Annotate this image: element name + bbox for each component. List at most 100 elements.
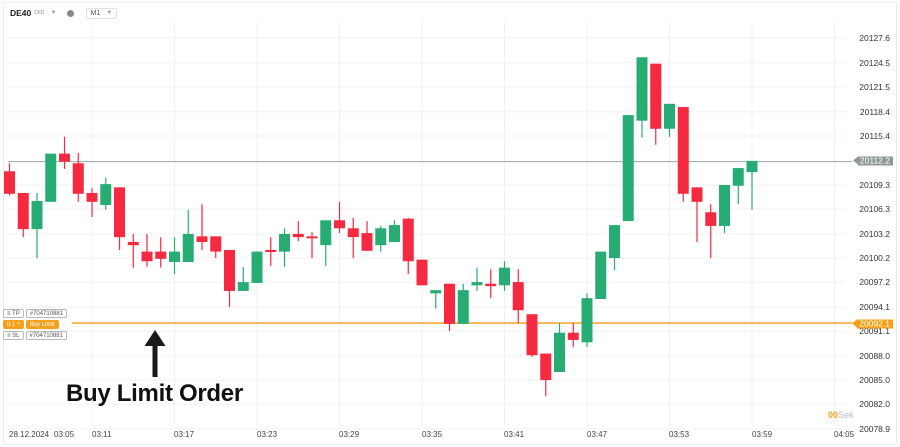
symbol-label[interactable]: DE40 [10,8,32,18]
bearish-candle [210,236,222,252]
price-axis-label: 20115.4 [859,130,890,141]
time-axis-label: 03:29 [339,430,360,439]
bearish-candle [361,233,373,251]
bearish-candle [196,236,208,242]
bullish-candle [499,267,510,286]
bearish-candle [567,332,579,340]
bullish-candle [581,298,593,343]
bullish-candle [169,251,180,263]
bearish-candle [141,251,153,262]
bearish-candle [306,236,318,239]
bearish-candle [127,241,139,246]
time-axis-label: 03:17 [174,430,195,439]
timeframe-select[interactable]: M1 ▼ [85,7,118,19]
bearish-candle [512,282,524,311]
bearish-candle [347,228,359,238]
order-type-label[interactable]: Buy Limit [25,320,59,329]
bullish-candle [746,160,758,173]
price-axis-label: 20088.0 [859,350,890,361]
bearish-candle [334,220,345,229]
time-axis-label: 03:53 [669,430,690,439]
bearish-candle [114,187,125,238]
buy-limit-order-tag[interactable]: 0.1 ^ Buy Limit [3,320,59,329]
bullish-candle [375,228,387,246]
bearish-candle [416,259,428,286]
bullish-candle [430,290,442,294]
chart-header: DE40 CFD ▼ M1 ▼ [10,6,118,20]
take-profit-tag[interactable]: ≡ TP #704710881 [3,309,68,318]
bullish-candle [389,225,400,242]
bearish-candle [155,251,167,259]
order-volume[interactable]: 0.1 ^ [3,320,24,329]
price-axis-label: 20100.2 [859,253,890,264]
bearish-candle [540,353,552,381]
bullish-candle [664,103,675,129]
price-axis-label: 20106.3 [859,204,890,215]
bearish-candle [526,314,538,356]
bearish-candle [485,283,497,287]
bearish-candle [677,107,689,194]
bullish-candle [279,233,290,252]
time-axis-label: 03:47 [587,430,608,439]
countdown-unit: Sek [838,410,854,420]
current-price-badge: 20112.2 [852,156,893,166]
bullish-candle [471,282,483,286]
tp-order-id: #704710881 [25,309,68,318]
bullish-candle [609,225,620,259]
bearish-candle [59,153,70,162]
bearish-candle [265,249,277,252]
price-axis-label: 20091.1 [859,326,890,337]
time-axis-label: 04:05 [834,430,855,439]
bearish-candle [17,192,29,230]
price-axis-label: 20103.2 [859,228,890,239]
time-axis-label: 03:05 [54,430,75,439]
bullish-candle [595,251,607,299]
order-price-badge[interactable]: 20092.1 [852,319,893,329]
bullish-candle [320,220,332,246]
sl-button[interactable]: ≡ SL [3,331,24,340]
price-axis-label: 20124.5 [859,57,890,68]
symbol-dropdown-chevron-icon[interactable]: ▼ [50,10,57,16]
price-axis-label: 20078.9 [859,424,890,435]
bearish-candle [444,283,455,324]
bearish-candle [650,63,662,129]
bearish-candle [72,163,84,194]
bullish-candle [457,290,469,324]
bullish-candle [31,201,43,230]
price-axis-label: 20082.0 [859,399,890,410]
candle-countdown: 00Sek [828,410,854,420]
chevron-down-icon: ▼ [106,10,113,16]
bearish-candle [705,212,717,226]
bearish-candle [224,249,235,291]
bullish-candle [45,153,57,202]
chart-frame [3,2,897,445]
bullish-candle [732,168,744,186]
time-axis-label: 03:35 [422,430,443,439]
tp-button[interactable]: ≡ TP [3,309,24,318]
countdown-value: 00 [828,410,839,420]
bullish-candle [100,184,112,206]
timeframe-value: M1 [90,9,101,17]
bullish-candle [237,282,249,291]
bullish-candle [251,251,263,283]
instrument-type-label: CFD [34,10,45,16]
bearish-candle [691,187,703,202]
info-icon[interactable] [66,9,74,17]
price-axis-label: 20109.3 [859,179,890,190]
annotation-text: Buy Limit Order [66,380,243,407]
stop-loss-tag[interactable]: ≡ SL #704710881 [3,331,67,340]
bearish-candle [402,218,414,262]
time-axis-label: 28.12.2024 [9,430,50,439]
price-axis-label: 20085.0 [859,375,890,386]
bullish-candle [554,332,565,373]
bullish-candle [636,57,648,121]
price-axis-label: 20094.1 [859,302,890,312]
time-axis-label: 03:11 [92,430,112,439]
price-axis-label: 20097.2 [859,277,890,288]
time-axis-label: 03:41 [504,430,525,439]
bearish-candle [86,192,98,202]
bearish-candle [292,233,304,238]
bullish-candle [182,233,194,263]
time-axis-label: 03:23 [257,430,278,439]
